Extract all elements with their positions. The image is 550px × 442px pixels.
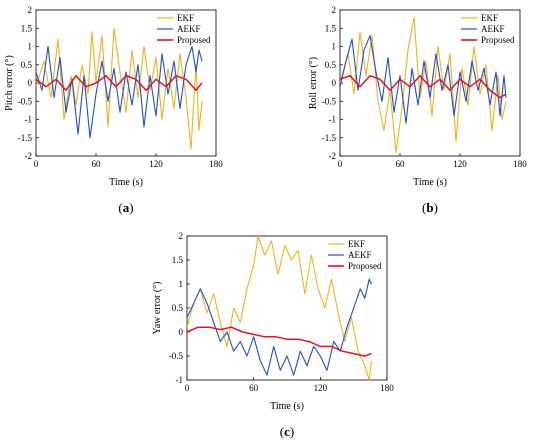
panel-a-xtick-label: 180 xyxy=(209,159,223,169)
panel-b-ytick-label: 0 xyxy=(332,78,337,88)
panel-b-ytick-label: 0.5 xyxy=(325,60,337,70)
panel-c-legend-label: AEKF xyxy=(348,250,372,260)
panel-b-xlabel: Time (s) xyxy=(413,177,447,188)
panel-c-ticks: 0 60 120 180 -1 -0.5 0 0.5 1 1.5 2 xyxy=(169,231,395,393)
panel-b-ytick-label: -1.5 xyxy=(322,133,337,143)
panel-a-series-proposed xyxy=(36,74,203,92)
panel-c-ytick-label: -0.5 xyxy=(169,351,184,361)
panel-a-series-aekf xyxy=(36,45,203,139)
panel-b-xtick-label: 60 xyxy=(396,159,406,169)
panel-a-ytick-label: -1.5 xyxy=(18,133,33,143)
panel-b-chart: 0 60 120 180-2-1.5-1-0.500.511.52 Time (s) … xyxy=(308,5,527,215)
panel-a-xtick-label: 0 xyxy=(34,159,39,169)
panel-c-series-proposed xyxy=(187,326,372,357)
panel-a-caption: (a) xyxy=(118,200,133,215)
panel-c-series-aekf xyxy=(187,278,372,376)
panel-c-caption-letter: c xyxy=(284,424,290,439)
panel-c-xtick-label: 120 xyxy=(314,383,328,393)
panel-a-ylabel: Pitch error (°) xyxy=(4,55,15,111)
panel-a-legend-label: AEKF xyxy=(177,24,201,34)
panel-c-ytick-label: 0 xyxy=(179,327,184,337)
panel-b-series-ekf xyxy=(340,16,507,153)
panel-a-ytick-label: -0.5 xyxy=(18,96,33,106)
panel-b-series-aekf xyxy=(340,35,507,124)
panel-b-series-proposed xyxy=(340,74,507,99)
panel-b-xtick-label: 120 xyxy=(453,159,467,169)
panel-b-ytick-label: 2 xyxy=(332,5,337,15)
panel-b-xtick-label: 0 xyxy=(338,159,343,169)
panel-a-caption-letter: a xyxy=(123,200,130,215)
panel-a-legend-label: Proposed xyxy=(177,35,211,45)
panel-a-ytick-label: 1 xyxy=(28,42,33,52)
panel-b-ytick-label: 1.5 xyxy=(325,23,337,33)
panel-c-series xyxy=(187,236,372,380)
panel-b-legend-label: EKF xyxy=(481,13,498,23)
panel-b-caption: (b) xyxy=(422,200,438,215)
panel-c-ytick-label: 0.5 xyxy=(172,303,184,313)
panel-b-legend-label: Proposed xyxy=(481,35,515,45)
panel-a-xlabel: Time (s) xyxy=(109,177,143,188)
panel-c-xtick-label: 60 xyxy=(249,383,259,393)
panel-c-ylabel: Yaw error (°) xyxy=(152,282,163,335)
panel-c-legend-label: Proposed xyxy=(348,261,382,271)
panel-b-ylabel: Roll error (°) xyxy=(308,57,319,109)
panel-c-ytick-label: -1 xyxy=(176,375,184,385)
panel-a-chart: 0 60 120 180-2-1.5-1-0.500.511.52 Time (s) … xyxy=(4,5,223,215)
panel-a-ytick-label: 1.5 xyxy=(21,23,33,33)
panel-b-ytick-label: -2 xyxy=(329,151,337,161)
panel-c-xlabel: Time (s) xyxy=(270,401,304,412)
panel-a-ytick-label: 2 xyxy=(28,5,33,15)
panel-a-legend-label: EKF xyxy=(177,13,194,23)
panel-c-chart: 0 60 120 180 -1 -0.5 0 0.5 1 1.5 2 Time (s) Yaw er… xyxy=(152,231,394,439)
panel-b-ytick-label: 1 xyxy=(332,42,337,52)
panel-b-ytick-label: -0.5 xyxy=(322,96,337,106)
panel-b-series xyxy=(340,16,507,153)
panel-b-caption-letter: b xyxy=(426,200,433,215)
panel-c-xtick-label: 180 xyxy=(380,383,394,393)
panel-c-caption: (c) xyxy=(280,424,294,439)
panel-c-xtick-label: 0 xyxy=(185,383,190,393)
panel-c-ytick-label: 2 xyxy=(179,231,184,241)
panel-a-ytick-label: 0 xyxy=(28,78,33,88)
panel-a-ytick-label: -2 xyxy=(25,151,33,161)
panel-a-xtick-label: 60 xyxy=(92,159,102,169)
panel-b-ytick-label: -1 xyxy=(329,115,337,125)
panel-b-ticks: 0 60 120 180 -2 -1.5 -1 -0.5 0 0.5 1 1.5 2 xyxy=(322,5,528,169)
panel-a-xtick-label: 120 xyxy=(149,159,163,169)
panel-b-legend-label: AEKF xyxy=(481,24,505,34)
panel-b-xtick-label: 180 xyxy=(513,159,527,169)
panel-c-legend-label: EKF xyxy=(348,239,365,249)
panel-a-ytick-label: -1 xyxy=(25,115,33,125)
panel-c-ytick-label: 1.5 xyxy=(172,255,184,265)
panel-c-ytick-label: 1 xyxy=(179,279,184,289)
panel-a-ytick-label: 0.5 xyxy=(21,60,33,70)
panel-c-series-ekf xyxy=(187,236,372,380)
panel-a-series xyxy=(36,27,203,150)
